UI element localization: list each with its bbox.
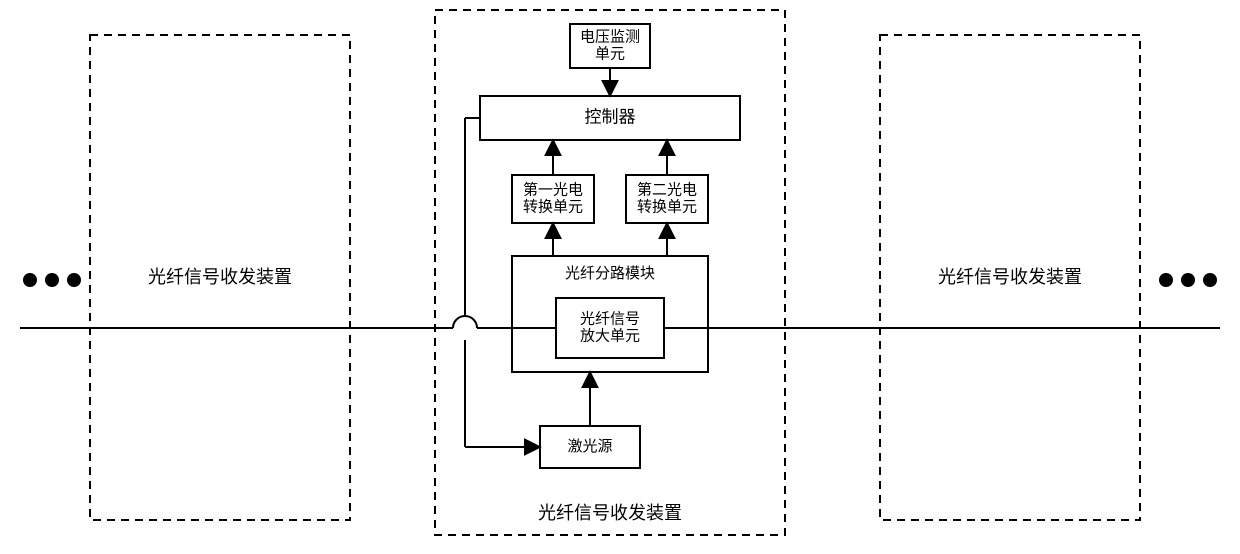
mid-internals: 电压监测单元控制器第一光电转换单元第二光电转换单元光纤分路模块光纤信号放大单元激… bbox=[20, 24, 1220, 468]
svg-text:光纤信号收发装置: 光纤信号收发装置 bbox=[938, 267, 1082, 287]
device-right: 光纤信号收发装置 bbox=[880, 35, 1140, 520]
svg-text:光纤信号: 光纤信号 bbox=[580, 310, 640, 327]
svg-text:控制器: 控制器 bbox=[585, 107, 636, 126]
svg-text:光纤信号收发装置: 光纤信号收发装置 bbox=[538, 503, 682, 523]
device-left: 光纤信号收发装置 bbox=[90, 35, 350, 520]
svg-text:转换单元: 转换单元 bbox=[637, 198, 697, 215]
amplifier-unit: 光纤信号放大单元 bbox=[556, 298, 664, 358]
svg-text:光纤分路模块: 光纤分路模块 bbox=[565, 265, 655, 282]
svg-text:单元: 单元 bbox=[595, 45, 625, 62]
diagram-canvas: 光纤信号收发装置光纤信号收发装置光纤信号收发装置电压监测单元控制器第一光电转换单… bbox=[0, 0, 1240, 554]
svg-text:光纤信号收发装置: 光纤信号收发装置 bbox=[148, 267, 292, 287]
svg-text:第一光电: 第一光电 bbox=[523, 180, 583, 198]
svg-text:电压监测: 电压监测 bbox=[580, 28, 640, 45]
photoelectric-unit-1: 第一光电转换单元 bbox=[512, 175, 594, 223]
voltage-monitor-unit: 电压监测单元 bbox=[570, 24, 650, 68]
svg-text:第二光电: 第二光电 bbox=[637, 180, 697, 198]
laser-source: 激光源 bbox=[540, 426, 640, 468]
svg-text:转换单元: 转换单元 bbox=[523, 198, 583, 215]
svg-text:放大单元: 放大单元 bbox=[580, 327, 640, 344]
svg-text:激光源: 激光源 bbox=[567, 438, 612, 455]
photoelectric-unit-2: 第二光电转换单元 bbox=[626, 175, 708, 223]
controller: 控制器 bbox=[480, 96, 740, 140]
